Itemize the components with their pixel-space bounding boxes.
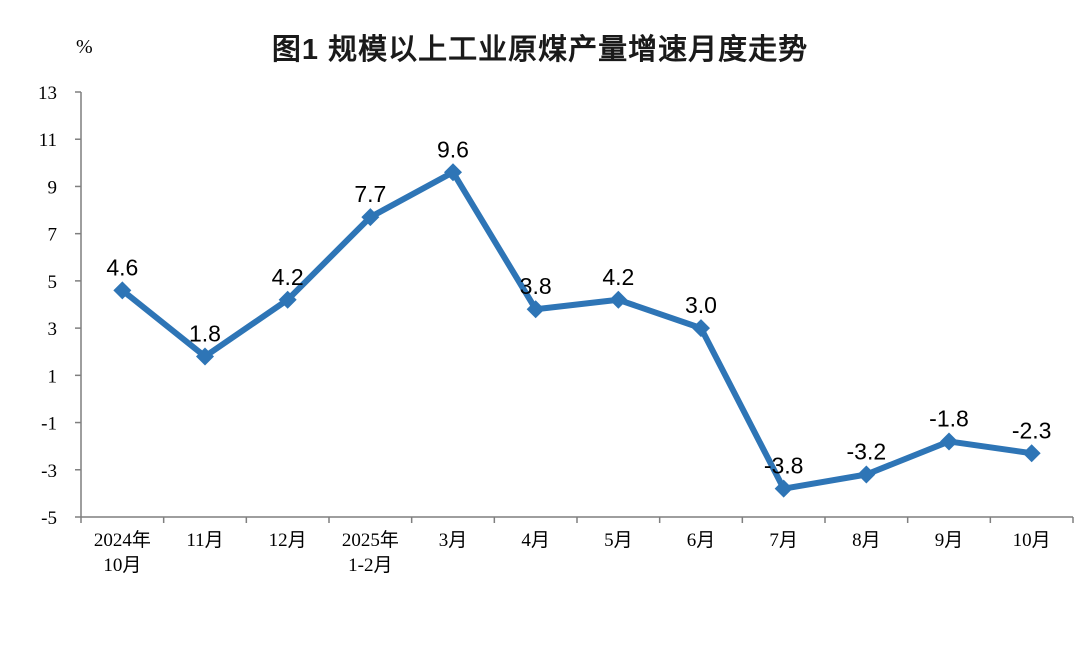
y-tick-label: 11: [39, 130, 57, 151]
data-point-marker: [526, 300, 545, 319]
data-point-marker: [444, 163, 462, 182]
data-point-label: -2.3: [1012, 417, 1052, 443]
data-point-label: 1.8: [189, 320, 221, 346]
data-point-label: 3.8: [520, 273, 552, 299]
x-tick-label: 7月: [769, 530, 798, 551]
data-point-label: 4.2: [272, 264, 304, 290]
x-tick-label: 10月: [1013, 530, 1051, 551]
y-axis-unit-label: %: [76, 36, 93, 58]
y-tick-label: 1: [48, 366, 58, 387]
y-tick-label: -3: [41, 461, 57, 482]
x-tick-label: 2024年 10月: [94, 529, 151, 576]
data-point-marker: [361, 208, 380, 227]
x-tick-label: 4月: [521, 530, 550, 551]
x-tick-label: 5月: [604, 530, 633, 551]
x-tick-label: 6月: [687, 530, 716, 551]
data-point-marker: [1022, 444, 1041, 463]
series-line: [119, 169, 1035, 492]
data-point-label: 3.0: [685, 292, 717, 318]
data-point-label: 7.7: [354, 181, 386, 207]
data-point-marker: [609, 290, 628, 309]
y-tick-label: -1: [41, 414, 57, 435]
data-point-marker: [113, 281, 132, 300]
data-point-marker: [278, 290, 297, 309]
x-tick-label: 11月: [186, 530, 223, 551]
y-tick-label: 9: [48, 177, 58, 198]
data-point-label: 4.2: [602, 264, 634, 290]
data-point-label: -1.8: [929, 405, 969, 431]
data-point-label: 9.6: [437, 136, 469, 162]
x-tick-label: 12月: [269, 530, 307, 551]
y-tick-label: 5: [48, 272, 58, 293]
data-point-label: 4.6: [106, 254, 138, 280]
data-point-label: -3.2: [847, 439, 887, 465]
x-tick-label: 9月: [935, 530, 964, 551]
data-point-label: -3.8: [764, 453, 804, 479]
x-tick-label: 8月: [852, 530, 881, 551]
data-point-marker: [774, 479, 793, 498]
y-tick-label: 13: [38, 83, 57, 104]
chart-title: 图1 规模以上工业原煤产量增速月度走势: [271, 34, 809, 66]
data-point-marker: [692, 319, 710, 338]
data-point-marker: [857, 465, 876, 484]
data-point-marker: [196, 347, 214, 366]
y-tick-label: 3: [48, 319, 58, 340]
x-tick-label: 3月: [439, 530, 468, 551]
y-tick-label: 7: [48, 225, 58, 246]
y-tick-label: -5: [41, 508, 57, 529]
x-tick-label: 2025年 1-2月: [342, 529, 399, 576]
data-point-marker: [940, 432, 958, 451]
